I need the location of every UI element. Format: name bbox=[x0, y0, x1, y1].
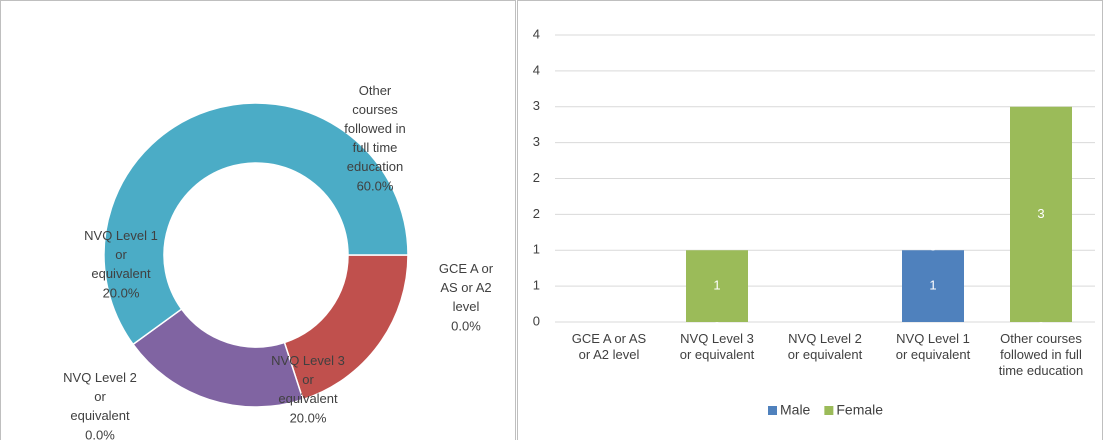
bar-segment bbox=[1010, 106, 1072, 322]
slice-label: NVQ Level 3 or equivalent bbox=[271, 353, 345, 406]
legend-label: Female bbox=[836, 402, 883, 418]
legend-swatch bbox=[824, 406, 834, 415]
y-tick-label: 0 bbox=[533, 313, 540, 328]
x-tick-label: NVQ Level 3 or equivalent bbox=[680, 331, 755, 362]
slice-value-label: 0.0% bbox=[85, 427, 115, 440]
bar-segment bbox=[902, 250, 964, 322]
y-tick-label: 4 bbox=[533, 62, 540, 77]
slice-value-label: 0.0% bbox=[451, 318, 481, 333]
slice-label: Other courses followed in full time educatio… bbox=[344, 83, 405, 174]
bar-value-label: 1 bbox=[929, 278, 936, 293]
bar-segment bbox=[686, 250, 748, 322]
x-tick-label: NVQ Level 1 or equivalent bbox=[896, 331, 971, 362]
slice-value-label: 60.0% bbox=[357, 178, 394, 193]
legend-label: Male bbox=[780, 402, 811, 418]
y-tick-label: 3 bbox=[533, 98, 540, 113]
y-tick-label: 2 bbox=[533, 206, 540, 221]
bar-value-label: 0 bbox=[929, 239, 936, 254]
slice-value-label: 20.0% bbox=[103, 285, 140, 300]
y-tick-label: 3 bbox=[533, 134, 540, 149]
donut-slice bbox=[103, 102, 409, 346]
y-tick-label: 4 bbox=[533, 26, 540, 41]
bar-value-label: 1 bbox=[713, 278, 720, 293]
legend-swatch bbox=[768, 406, 777, 415]
slice-label: GCE A or AS or A2 level bbox=[439, 261, 494, 314]
slice-label: NVQ Level 1 or equivalent bbox=[84, 228, 158, 281]
x-tick-label: NVQ Level 2 or equivalent bbox=[788, 331, 863, 362]
bar-value-label: 3 bbox=[1037, 206, 1044, 221]
y-tick-label: 2 bbox=[533, 170, 540, 185]
slice-label: NVQ Level 2 or equivalent bbox=[63, 370, 137, 423]
y-tick-label: 1 bbox=[533, 278, 540, 293]
bar-panel bbox=[517, 0, 1103, 440]
x-tick-label: GCE A or AS or A2 level bbox=[572, 331, 647, 362]
x-tick-label: Other courses followed in full time educat… bbox=[999, 331, 1084, 378]
y-tick-label: 1 bbox=[533, 242, 540, 257]
slice-value-label: 20.0% bbox=[290, 410, 327, 425]
